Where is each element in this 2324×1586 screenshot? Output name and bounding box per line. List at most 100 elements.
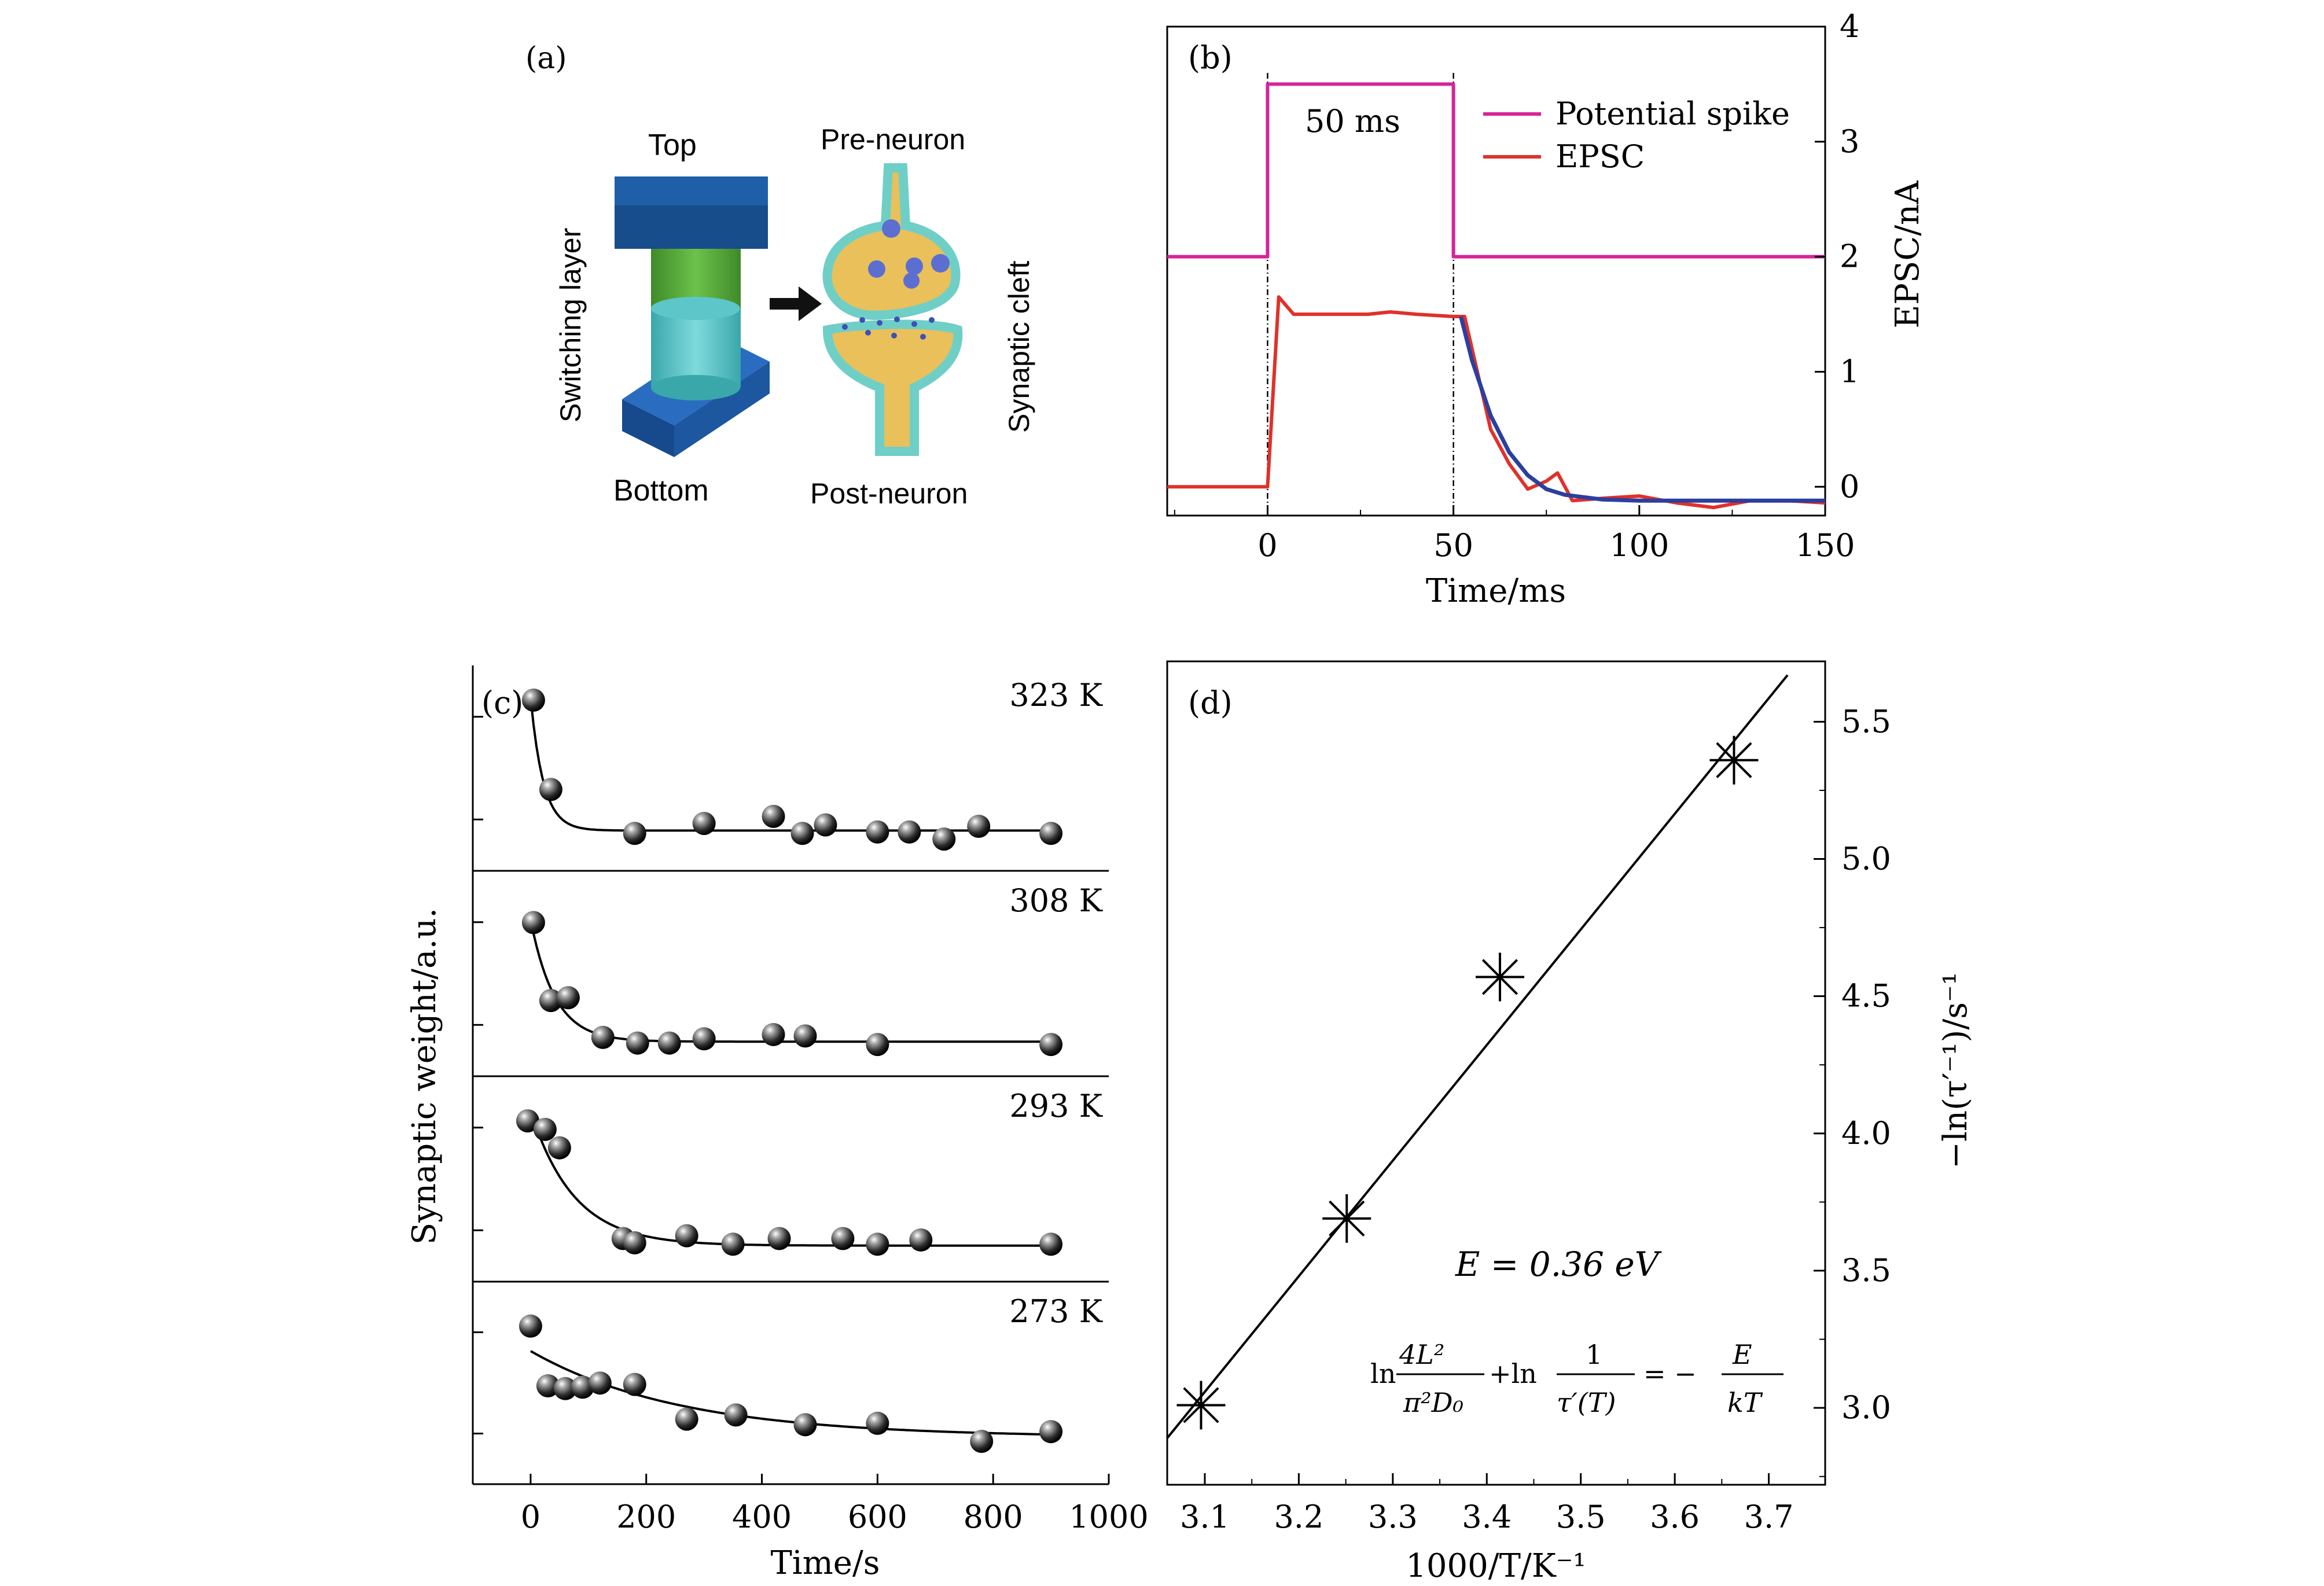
data-point bbox=[553, 1377, 577, 1400]
pre-neuron-outline bbox=[822, 163, 961, 321]
asterisk-point bbox=[1475, 952, 1524, 1002]
asterisk-point bbox=[1709, 735, 1759, 785]
lower-layer-base bbox=[651, 375, 740, 400]
data-point bbox=[767, 1227, 791, 1250]
data-point bbox=[790, 822, 814, 845]
data-point bbox=[623, 1372, 646, 1396]
x-tick-label: 3.5 bbox=[1556, 1499, 1606, 1535]
fit-curve bbox=[529, 697, 1051, 832]
arrow-icon bbox=[770, 286, 822, 321]
vesicle-icon bbox=[906, 257, 923, 275]
eq-plus-ln: +ln bbox=[1489, 1358, 1537, 1389]
asterisk-point bbox=[1176, 1381, 1226, 1430]
x-tick-label: 3.6 bbox=[1650, 1499, 1700, 1535]
panel-b: 0 50 100 150 0 1 2 3 4 (b) 50 ms Potential spike… bbox=[1166, 8, 1926, 610]
asterisk-stroke bbox=[1183, 1387, 1219, 1423]
x-tick-label: 400 bbox=[732, 1499, 792, 1535]
y-tick-label: 4.5 bbox=[1841, 978, 1891, 1014]
panel-d: 3.1 3.2 3.3 3.4 3.5 3.6 3.73.03.54.04.55.05.5 … bbox=[1166, 660, 1974, 1585]
x-tick-label: 800 bbox=[964, 1499, 1023, 1535]
plot-area bbox=[1167, 73, 1826, 516]
x-tick-label: 150 bbox=[1795, 527, 1855, 564]
data-point bbox=[1039, 1033, 1063, 1057]
lower-switching-layer bbox=[651, 307, 741, 388]
vesicle-icon bbox=[931, 254, 950, 273]
x-tick-label: 50 bbox=[1433, 527, 1473, 564]
plot-frame bbox=[1166, 25, 1826, 517]
temperature-label: 273 K bbox=[1009, 1293, 1103, 1330]
x-tick-label: 3.1 bbox=[1180, 1499, 1230, 1535]
x-tick-label: 200 bbox=[616, 1499, 676, 1535]
x-axis-label: Time/ms bbox=[1426, 572, 1566, 610]
data-point bbox=[539, 778, 562, 801]
data-point bbox=[547, 1136, 571, 1160]
y-tick-label: 0 bbox=[1840, 468, 1859, 505]
x-tick-label: 100 bbox=[1609, 527, 1669, 564]
x-tick-label: 3.2 bbox=[1274, 1499, 1323, 1535]
y-tick-label: 5.5 bbox=[1841, 703, 1891, 739]
data-point bbox=[623, 1231, 646, 1254]
data-point bbox=[1039, 822, 1063, 845]
data-point bbox=[1039, 1420, 1063, 1444]
eq-den3: kT bbox=[1727, 1387, 1763, 1418]
data-point bbox=[591, 1025, 615, 1049]
panel-b-label: (b) bbox=[1188, 39, 1233, 76]
bottom-electrode-side bbox=[622, 399, 674, 457]
fit-curve bbox=[529, 1350, 1051, 1436]
x-tick-label: 0 bbox=[521, 1499, 540, 1535]
bottom-electrode-label: Bottom bbox=[613, 474, 709, 507]
data-point bbox=[1039, 1232, 1063, 1256]
data-point bbox=[866, 1232, 889, 1256]
panel-c: 323 K 308 K 293 K 273 K 0 200 400 600 800 1000 (c… bbox=[406, 665, 1149, 1582]
data-point bbox=[866, 1033, 889, 1057]
asterisk-stroke bbox=[1481, 959, 1518, 995]
x-tick-label: 0 bbox=[1257, 527, 1277, 564]
y-axis-label: Synaptic weight/a.u. bbox=[406, 908, 443, 1245]
data-point bbox=[521, 911, 545, 934]
series-decay-fit bbox=[1459, 316, 1825, 503]
vesicle-icon bbox=[903, 273, 920, 289]
data-point bbox=[626, 1031, 649, 1055]
memristor-device bbox=[615, 176, 770, 457]
fit-curve bbox=[529, 1110, 1051, 1247]
temperature-label: 308 K bbox=[1009, 882, 1103, 919]
data-point bbox=[793, 1413, 817, 1437]
y-tick-label: 3.0 bbox=[1841, 1389, 1891, 1426]
post-neuron-outline bbox=[822, 319, 963, 456]
eq-den2: τ′(T) bbox=[1557, 1387, 1616, 1418]
data-point bbox=[831, 1227, 855, 1250]
data-point bbox=[519, 1314, 542, 1338]
temperature-label: 293 K bbox=[1009, 1088, 1103, 1124]
layer-interface bbox=[651, 297, 740, 320]
legend-label-epsc: EPSC bbox=[1556, 138, 1645, 175]
data-point bbox=[521, 689, 545, 712]
eq-num3: E bbox=[1732, 1339, 1752, 1370]
top-electrode-label: Top bbox=[648, 128, 697, 162]
y-tick-label: 2 bbox=[1840, 238, 1859, 275]
annotation-pulse-width: 50 ms bbox=[1305, 103, 1400, 139]
data-point bbox=[516, 1109, 539, 1133]
asterisk-stroke bbox=[1716, 742, 1752, 778]
plot-area: 323 K 308 K 293 K 273 K 0 200 400 600 800 1000 bbox=[472, 665, 1149, 1535]
data-point bbox=[793, 1024, 817, 1048]
data-point bbox=[909, 1228, 933, 1252]
data-point bbox=[866, 820, 889, 844]
data-point bbox=[814, 813, 837, 837]
asterisk-point bbox=[1322, 1194, 1371, 1243]
temperature-label: 323 K bbox=[1009, 677, 1103, 713]
panel-a: (a) Top Bottom Switching layer bbox=[525, 41, 1035, 510]
eq-ln: ln bbox=[1370, 1358, 1396, 1389]
series-potential-spike bbox=[1167, 82, 1825, 259]
x-tick-label: 3.3 bbox=[1368, 1499, 1418, 1535]
axis-ticks: 0 50 100 150 0 1 2 3 4 bbox=[1174, 8, 1859, 564]
data-point bbox=[970, 1430, 994, 1453]
data-point bbox=[675, 1224, 698, 1248]
data-point bbox=[657, 1031, 681, 1055]
data-point bbox=[898, 820, 921, 844]
panel-a-label: (a) bbox=[525, 41, 567, 76]
plot-frame bbox=[1166, 660, 1826, 1486]
synapse-drawing bbox=[822, 163, 963, 456]
data-point bbox=[724, 1403, 748, 1427]
legend: Potential spike EPSC bbox=[1483, 95, 1790, 175]
